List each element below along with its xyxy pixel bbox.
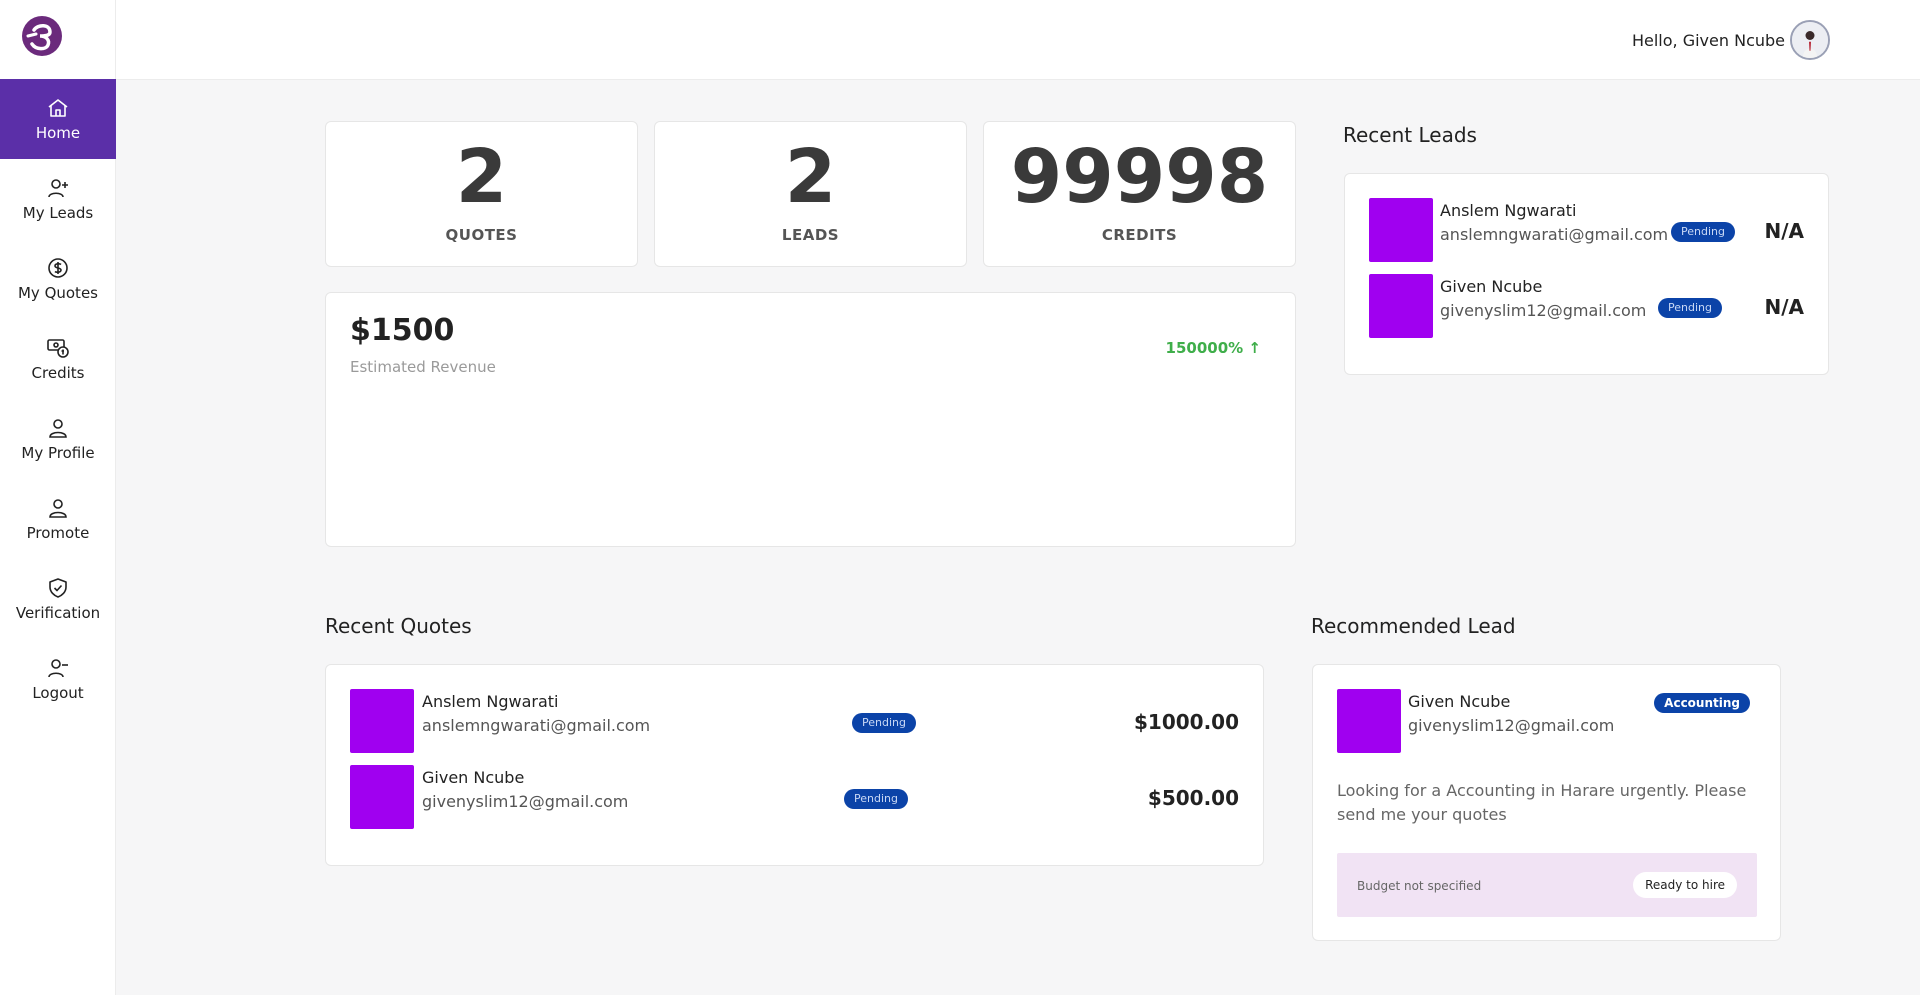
quotes-label: QUOTES xyxy=(445,226,518,244)
quote-thumbnail xyxy=(350,689,414,753)
leads-label: LEADS xyxy=(781,226,840,244)
quote-amount: $1000.00 xyxy=(1133,710,1239,734)
sidebar: Home My Leads My Quotes Credits My Profi… xyxy=(0,0,116,995)
lead-thumbnail xyxy=(1369,274,1433,338)
sidebar-item-label: My Profile xyxy=(21,444,95,462)
lead-description: Looking for a Accounting in Harare urgen… xyxy=(1337,781,1747,824)
sidebar-item-promote[interactable]: Promote xyxy=(0,479,116,559)
revenue-amount: $1500 xyxy=(350,313,455,348)
recent-quotes-title: Recent Quotes xyxy=(325,614,472,638)
status-badge: Pending xyxy=(852,713,916,733)
quote-thumbnail xyxy=(350,765,414,829)
status-badge: Pending xyxy=(844,789,908,809)
credits-icon xyxy=(46,336,70,360)
sidebar-item-home[interactable]: Home xyxy=(0,79,116,159)
sidebar-item-label: Logout xyxy=(32,684,84,702)
home-icon xyxy=(46,96,70,120)
status-badge: Pending xyxy=(1658,298,1722,318)
category-badge: Accounting xyxy=(1654,693,1750,713)
credits-stat-card: 99998 CREDITS xyxy=(983,121,1296,267)
lead-thumbnail xyxy=(1337,689,1401,753)
quotes-stat-card: 2 QUOTES xyxy=(325,121,638,267)
lead-email: givenyslim12@gmail.com xyxy=(1408,716,1615,735)
recommended-lead-card[interactable]: Given Ncube givenyslim12@gmail.com Accou… xyxy=(1312,664,1781,941)
lead-name: Given Ncube xyxy=(1408,692,1511,711)
sidebar-item-label: Verification xyxy=(15,604,101,622)
lead-name: Given Ncube xyxy=(1440,277,1543,296)
budget-text: Budget not specified xyxy=(1357,879,1482,893)
user-minus-icon xyxy=(46,656,70,680)
lead-name: Anslem Ngwarati xyxy=(1440,201,1577,220)
sidebar-item-my-quotes[interactable]: My Quotes xyxy=(0,239,116,319)
credits-label: CREDITS xyxy=(1101,226,1178,244)
lead-email: givenyslim12@gmail.com xyxy=(1440,301,1647,320)
lead-thumbnail xyxy=(1369,198,1433,262)
user-greeting: Hello, Given Ncube xyxy=(1631,31,1785,50)
shield-check-icon xyxy=(46,576,70,600)
status-badge: Pending xyxy=(1671,222,1735,242)
recommended-lead-title: Recommended Lead xyxy=(1311,614,1516,638)
user-icon xyxy=(46,496,70,520)
quote-name: Anslem Ngwarati xyxy=(422,692,559,711)
leads-count: 2 xyxy=(784,134,837,220)
sidebar-item-my-leads[interactable]: My Leads xyxy=(0,159,116,239)
user-plus-icon xyxy=(46,176,70,200)
lead-email: anslemngwarati@gmail.com xyxy=(1440,225,1669,244)
quotes-count: 2 xyxy=(455,134,508,220)
sidebar-item-logout[interactable]: Logout xyxy=(0,639,116,719)
quote-name: Given Ncube xyxy=(422,768,525,787)
lead-value: N/A xyxy=(1764,295,1804,319)
budget-box: Budget not specified Ready to hire xyxy=(1337,853,1757,917)
sidebar-item-my-profile[interactable]: My Profile xyxy=(0,399,116,479)
topbar: Hello, Given Ncube xyxy=(116,0,1920,80)
recent-quotes-card: Anslem Ngwarati anslemngwarati@gmail.com… xyxy=(325,664,1264,866)
sidebar-nav: Home My Leads My Quotes Credits My Profi… xyxy=(0,79,116,719)
recent-leads-card: Anslem Ngwarati anslemngwarati@gmail.com… xyxy=(1344,173,1829,375)
avatar[interactable] xyxy=(1790,20,1830,60)
lead-value: N/A xyxy=(1764,219,1804,243)
revenue-label: Estimated Revenue xyxy=(350,358,496,376)
credits-count: 99998 xyxy=(1010,134,1269,220)
leads-stat-card: 2 LEADS xyxy=(654,121,967,267)
sidebar-item-label: Promote xyxy=(26,524,90,542)
recent-leads-title: Recent Leads xyxy=(1343,123,1477,147)
revenue-card: $1500 Estimated Revenue 150000% ↑ xyxy=(325,292,1296,547)
sidebar-item-verification[interactable]: Verification xyxy=(0,559,116,639)
dollar-circle-icon xyxy=(46,256,70,280)
ready-to-hire-button[interactable]: Ready to hire xyxy=(1633,872,1737,898)
sidebar-item-label: Home xyxy=(35,124,81,142)
sidebar-item-credits[interactable]: Credits xyxy=(0,319,116,399)
quote-amount: $500.00 xyxy=(1147,786,1239,810)
brand-logo[interactable] xyxy=(20,14,64,58)
sidebar-item-label: My Leads xyxy=(22,204,94,222)
sidebar-item-label: My Quotes xyxy=(17,284,98,302)
revenue-growth: 150000% ↑ xyxy=(1165,339,1261,357)
user-icon xyxy=(46,416,70,440)
quote-email: givenyslim12@gmail.com xyxy=(422,792,629,811)
sidebar-item-label: Credits xyxy=(31,364,85,382)
quote-email: anslemngwarati@gmail.com xyxy=(422,716,651,735)
